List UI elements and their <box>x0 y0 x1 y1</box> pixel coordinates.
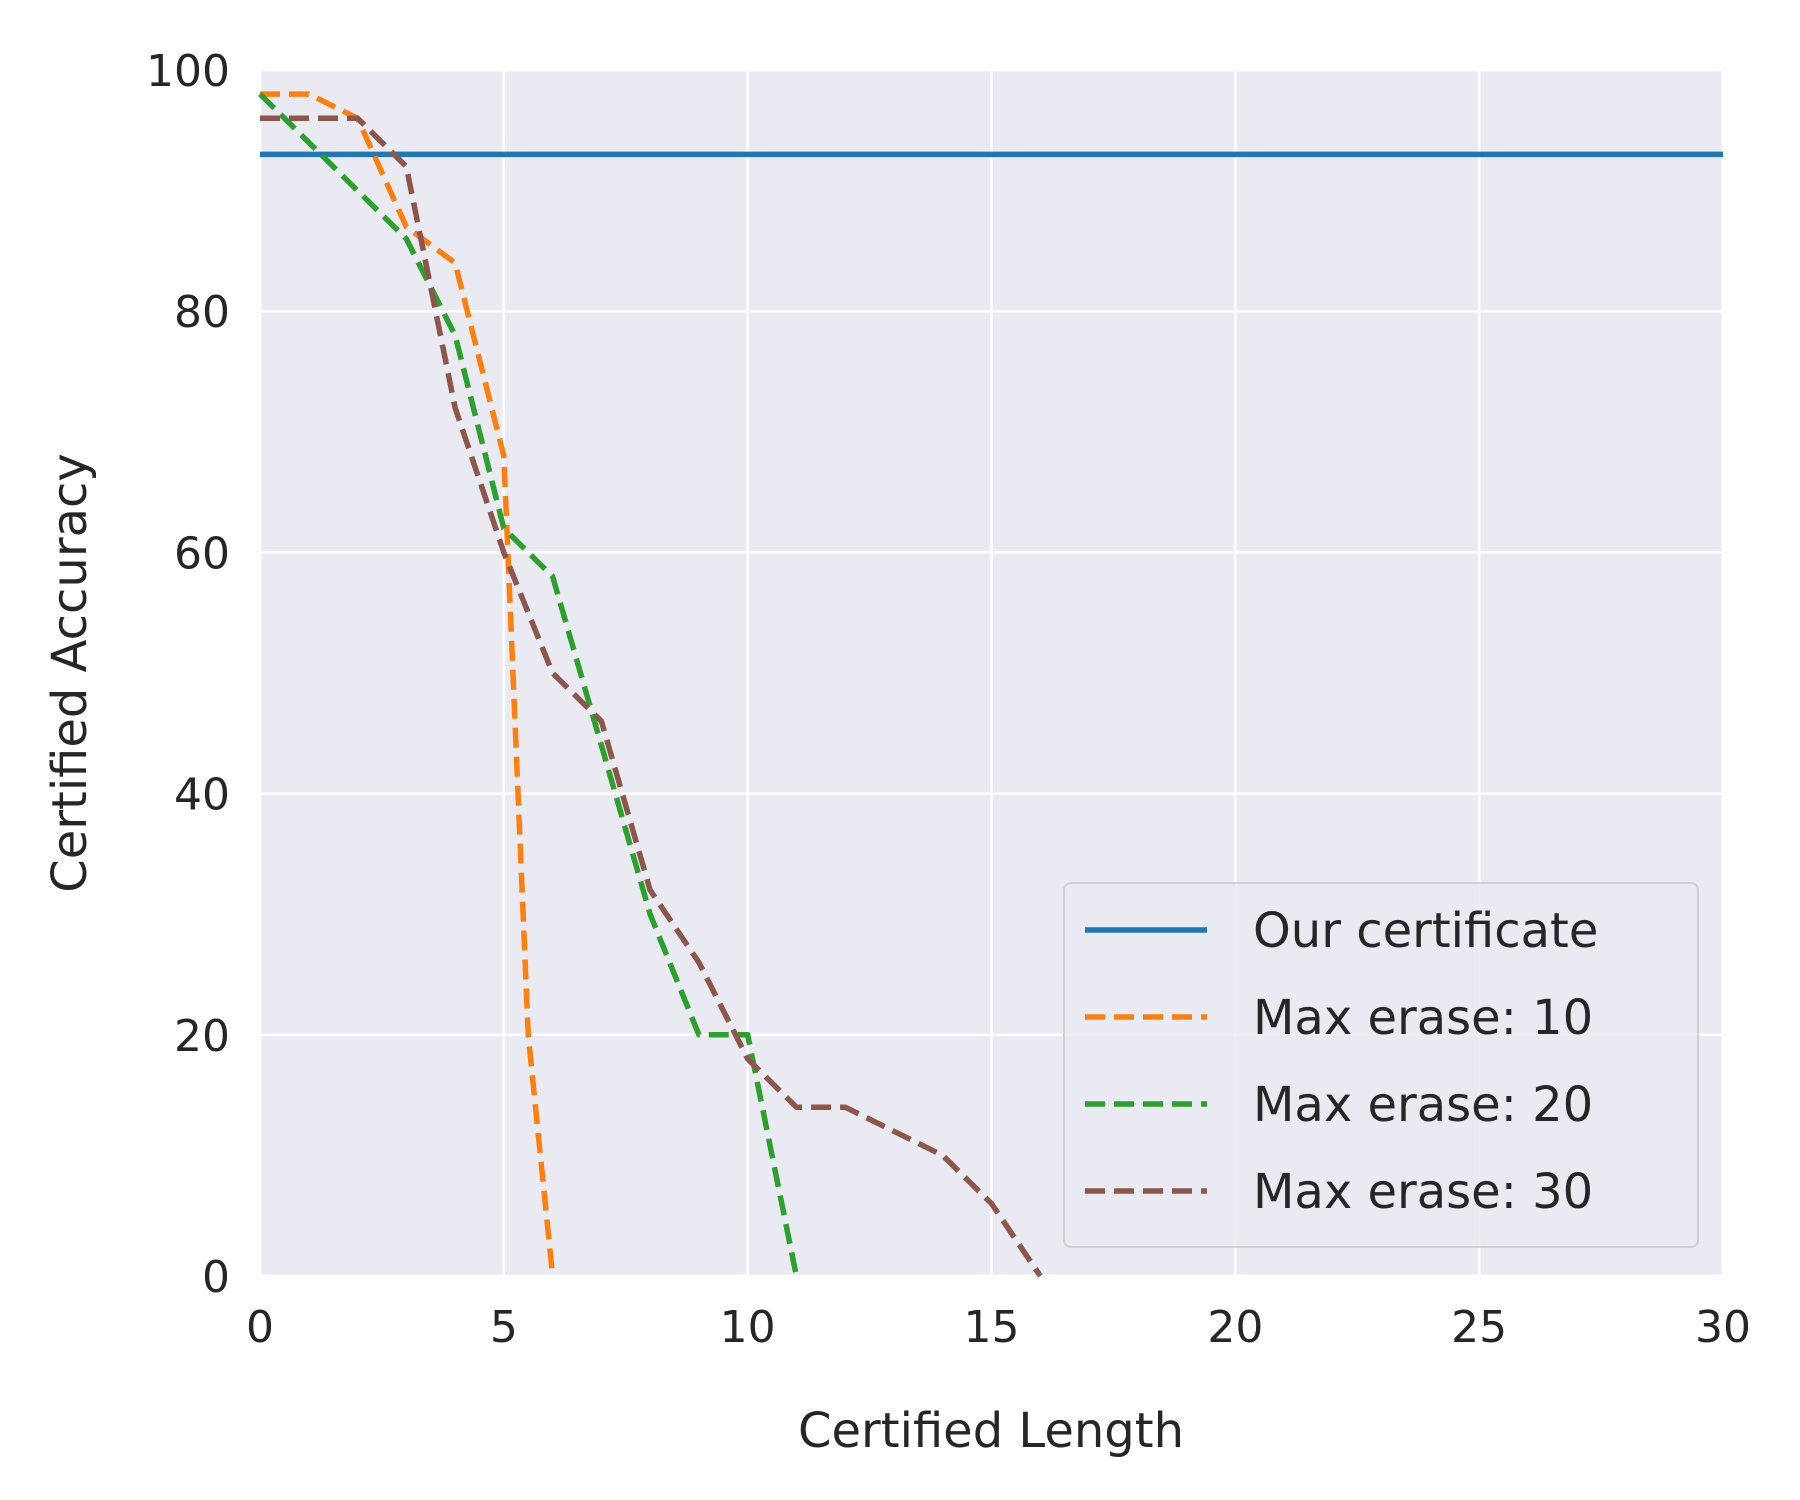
series-line-1 <box>260 91 556 1277</box>
y-tick-label: 100 <box>146 46 230 97</box>
y-axis-title: Certified Accuracy <box>42 453 98 893</box>
x-tick-label: 15 <box>964 1302 1020 1353</box>
y-tick-label: 60 <box>174 528 230 579</box>
y-tick-label: 0 <box>202 1252 230 1303</box>
series-line-2 <box>258 92 800 1277</box>
legend: Our certificate Max erase: 10 Max erase: 2… <box>1063 882 1699 1248</box>
x-axis-title: Certified Length <box>798 1403 1184 1459</box>
legend-label-1: Max erase: 10 <box>1253 990 1593 1046</box>
legend-box <box>1063 882 1699 1248</box>
x-tick-label: 25 <box>1451 1302 1507 1353</box>
series-lines <box>258 91 1723 1278</box>
legend-label-3: Max erase: 30 <box>1253 1164 1593 1220</box>
x-tick-label: 10 <box>720 1302 776 1353</box>
y-tick-label: 20 <box>174 1011 230 1062</box>
series-line-3 <box>260 115 1043 1278</box>
y-tick-labels: 0 20 40 60 80 100 <box>146 46 230 1303</box>
legend-label-2: Max erase: 20 <box>1253 1077 1593 1133</box>
x-tick-label: 30 <box>1695 1302 1751 1353</box>
x-tick-labels: 0 5 10 15 20 25 30 <box>246 1302 1751 1353</box>
x-tick-label: 5 <box>490 1302 518 1353</box>
x-tick-label: 0 <box>246 1302 274 1353</box>
x-tick-label: 20 <box>1207 1302 1263 1353</box>
y-tick-label: 80 <box>174 287 230 338</box>
grid <box>258 68 1725 1278</box>
legend-label-0: Our certificate <box>1253 903 1598 959</box>
y-tick-label: 40 <box>174 770 230 821</box>
